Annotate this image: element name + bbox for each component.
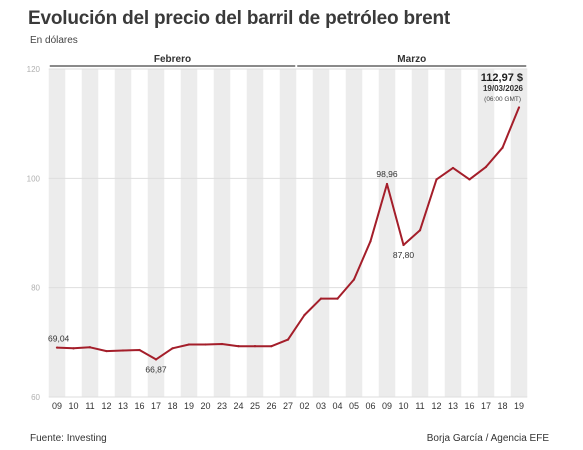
x-tick-label: 06 [365,401,375,411]
x-tick-label: 11 [85,401,94,411]
data-point [418,229,422,232]
data-point [171,347,174,350]
column-bands [48,69,528,397]
month-header: Febrero Marzo [49,54,527,67]
column-band [378,69,396,397]
x-tick-label: 23 [217,401,227,411]
data-point [72,347,75,350]
x-tick-label: 13 [118,401,128,411]
x-tick-label: 19 [184,401,194,411]
x-tick-label: 09 [52,401,62,411]
data-point [402,243,405,247]
x-tick-label: 17 [481,401,491,411]
x-tick-label: 10 [68,401,78,411]
data-point [451,166,455,170]
credit-note: Borja García / Agencia EFE [426,433,549,444]
x-tick-label: 16 [464,401,474,411]
column-band [345,69,363,397]
data-point [138,348,141,352]
data-point [484,165,488,168]
data-point [385,182,389,186]
data-label: 87,80 [393,250,415,260]
x-tick-label: 12 [101,401,111,411]
column-band [48,69,66,397]
data-point [204,343,207,346]
column-band [114,69,132,397]
x-tick-label: 19 [514,401,524,411]
x-tick-label: 18 [497,401,507,411]
y-axis: 60 80 100 120 [27,65,528,402]
x-tick-label: 13 [448,401,458,411]
data-point [270,345,273,348]
y-tick-label: 120 [27,65,41,74]
x-tick-label: 04 [332,401,342,411]
x-tick-label: 25 [250,401,260,411]
month-label: Marzo [397,54,426,65]
data-point [286,338,290,341]
x-tick-label: 11 [415,401,424,411]
column-band [81,69,99,397]
data-point [319,297,323,300]
column-band [477,69,495,397]
column-band [444,69,462,397]
data-point [121,349,125,352]
data-label: 66,87 [145,364,167,374]
data-label: 69,04 [48,334,70,344]
data-point [154,358,158,361]
x-tick-label: 05 [349,401,359,411]
x-tick-label: 10 [398,401,408,411]
chart-subtitle: En dólares [30,35,78,46]
data-points [55,106,521,361]
chart-title: Evolución del precio del barril de petró… [28,8,451,29]
column-band [246,69,264,397]
x-tick-label: 20 [200,401,210,411]
data-point [501,146,504,149]
x-tick-label: 02 [299,401,309,411]
x-tick-label: 12 [431,401,441,411]
data-point [435,178,438,181]
data-point [253,345,257,348]
y-tick-label: 60 [31,393,40,402]
data-point [220,342,224,346]
column-band [213,69,231,397]
data-point [303,313,306,317]
x-tick-label: 18 [167,401,177,411]
data-point [517,106,521,109]
x-tick-label: 17 [151,401,161,411]
y-tick-label: 100 [27,174,41,183]
x-axis: 09 10 11 12 13 16 17 18 19 20 23 24 25 26 27 02 03 04 05 06… [52,401,524,411]
column-band [312,69,330,397]
data-point [105,349,108,353]
data-point [55,346,59,349]
data-point [352,278,356,281]
data-point [468,178,471,181]
data-point [88,346,92,349]
x-tick-label: 27 [283,401,293,411]
data-point [237,345,240,348]
y-tick-label: 80 [31,284,40,293]
data-point [187,343,191,346]
last-time-label: (06:00 GMT) [484,96,521,103]
last-value-label: 112,97 $ [481,72,523,84]
last-date-label: 19/03/2026 [483,84,524,93]
column-band [510,69,528,397]
column-band [147,69,165,397]
x-tick-label: 03 [316,401,326,411]
x-tick-label: 09 [382,401,392,411]
column-band [180,69,198,397]
x-tick-label: 26 [266,401,276,411]
x-tick-label: 16 [134,401,144,411]
data-point [369,240,372,243]
x-tick-label: 24 [233,401,243,411]
data-label: 98,96 [376,169,398,179]
month-label: Febrero [154,54,191,65]
annotations: 69,04 66,87 98,96 87,80 112,97 $19/03/2026 (0… [48,72,524,374]
column-band [411,69,429,397]
data-point [336,297,339,300]
column-band [279,69,297,397]
source-note: Fuente: Investing [30,433,107,444]
